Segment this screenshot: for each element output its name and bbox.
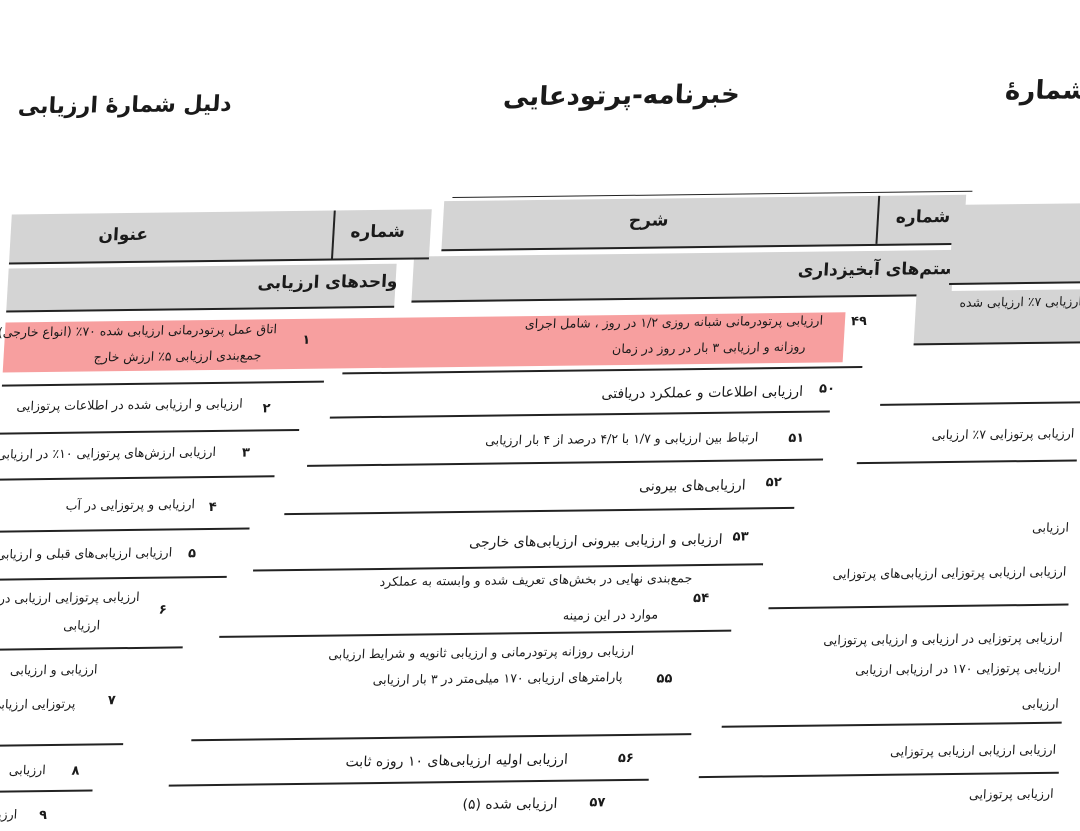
left-col-title: عنوان [97,224,149,246]
left-title: دلیل شمارهٔ ارزیابی [17,91,233,120]
right-row-7-text: ارزیابی ارزیابی ارزیابی پرتوزایی [889,741,1057,759]
left-row-6-code: ۶ [158,602,168,618]
center-row-3-text: ارتباط بین ارزیابی و ۱/۷ با ۴/۲ درصد از … [484,429,759,448]
center-row-3-code: ۵۱ [787,430,805,446]
left-row-2-code: ۲ [261,401,271,417]
left-row-8-code: ۸ [71,763,81,779]
left-row-6-text2: ارزیابی [62,617,101,633]
center-table-header [441,194,967,252]
left-row-6-line [0,646,183,651]
center-row-6-text: جمع‌بندی نهایی در بخش‌های تعریف شده و وا… [379,570,693,589]
left-row-7-text2: پرتوزایی ارزیابی [0,695,76,712]
right-row-8-text: ارزیابی پرتوزایی [968,785,1055,802]
left-row-3-text: ارزیابی ارزش‌های پرتوزایی ۱۰٪ در ارزیابی… [0,443,217,462]
center-row-2-line [329,410,830,419]
center-row-7-text: ارزیابی روزانه پرتودرمانی و ارزیابی ثانو… [328,642,635,662]
left-row-7-code: ۷ [107,693,117,709]
right-row-2-line [856,459,1077,464]
center-row-7-text2: پارامترهای ارزیابی ۱۷۰ میلی‌متر در ۳ بار… [372,669,624,688]
center-col-desc: شرح [628,210,670,231]
center-col-code: شماره [895,206,951,228]
left-row-2-text: ارزیابی و ارزیابی شده در اطلاعات پرتوزای… [16,395,244,414]
center-row-7-code: ۵۵ [656,671,673,687]
left-row-3-line [0,475,275,481]
center-row-1-text2: روزانه و ارزیابی ۳ بار در روز در زمان [611,338,807,357]
center-row-4-code: ۵۲ [765,475,783,491]
right-row-1-line [880,401,1080,406]
right-row-5-text2: ارزیابی پرتوزایی ۱۷۰ در ارزیابی ارزیابی [854,659,1062,678]
center-row-8-line [168,778,649,787]
left-col-code: شماره [349,221,406,243]
right-row-3-text: ارزیابی [1031,519,1070,536]
right-row-2-text: ارزیابی پرتوزایی ۷٪ ارزیابی [931,425,1075,443]
left-row-5-text: ارزیابی ارزیابی‌های قبلی و ارزیابی [0,544,173,562]
left-row-1-code: ۱ [301,332,311,348]
left-row-8-text: ارزیابی [8,762,47,778]
left-row-2-line [0,428,300,435]
left-row-9-text: ارزیابی [0,806,18,822]
center-row-4-line [284,506,795,515]
right-row-4-line [768,603,1069,609]
center-row-2-code: ۵۰ [818,381,836,397]
center-row-1-code: ۴۹ [850,313,868,330]
right-row-6-line [721,721,1062,728]
left-row-8-line [0,789,93,793]
center-row-6-code: ۵۴ [692,590,710,607]
left-row-7-text: ارزیابی و ارزیابی [9,661,98,678]
left-row-9-code: ۹ [38,808,48,824]
left-row-3-code: ۳ [241,445,251,461]
center-row-9-text: ارزیابی شده (۵) [462,795,558,813]
center-row-8-code: ۵۶ [617,750,635,767]
left-row-7-line [0,743,124,747]
center-row-5-text: ارزیابی و ارزیابی بیرونی ارزیابی‌های خار… [468,531,723,551]
left-group-title: واحدهای ارزیابی [257,271,399,294]
left-row-1-text2: جمع‌بندی ارزیابی ۵٪ ارزش خارج [93,347,262,365]
center-row-8-text: ارزیابی اولیه ارزیابی‌های ۱۰ روزه ثابت [345,751,569,771]
left-row-1-line [1,380,324,387]
center-row-6-text2: موارد در این زمینه [562,606,659,623]
right-row-5-text: ارزیابی پرتوزایی در ارزیابی و ارزیابی پر… [823,629,1064,648]
right-row-4-text: ارزیابی ارزیابی پرتوزایی ارزیابی‌های پرت… [832,563,1067,582]
center-row-3-line [307,458,824,467]
center-row-6-line [219,629,732,638]
right-row-6-text: ارزیابی [1021,695,1060,712]
right-row-1-text: ارزیابی ۷٪ ارزیابی شده [959,293,1080,310]
center-row-7-line [191,733,692,741]
left-row-6-text: ارزیابی پرتوزایی ارزیابی در [0,588,141,606]
center-row-9-code: ۵۷ [588,795,606,811]
left-row-4-line [0,527,250,533]
left-row-4-text: ارزیابی و پرتوزایی در آب [65,496,196,513]
right-title: شمارهٔ [1004,75,1080,107]
center-row-2-text: ارزیابی اطلاعات و عملکرد دریافتی [601,383,804,403]
right-table-header [949,203,1080,285]
center-row-5-code: ۵۳ [732,529,749,545]
left-row-4-code: ۴ [208,499,218,516]
center-row-4-text: ارزیابی‌های بیرونی [638,477,747,495]
left-row-5-code: ۵ [187,546,197,562]
right-row-7-line [698,771,1059,778]
center-title: خبرنامه-پرتودعایی [502,79,741,113]
left-row-5-line [0,575,227,581]
